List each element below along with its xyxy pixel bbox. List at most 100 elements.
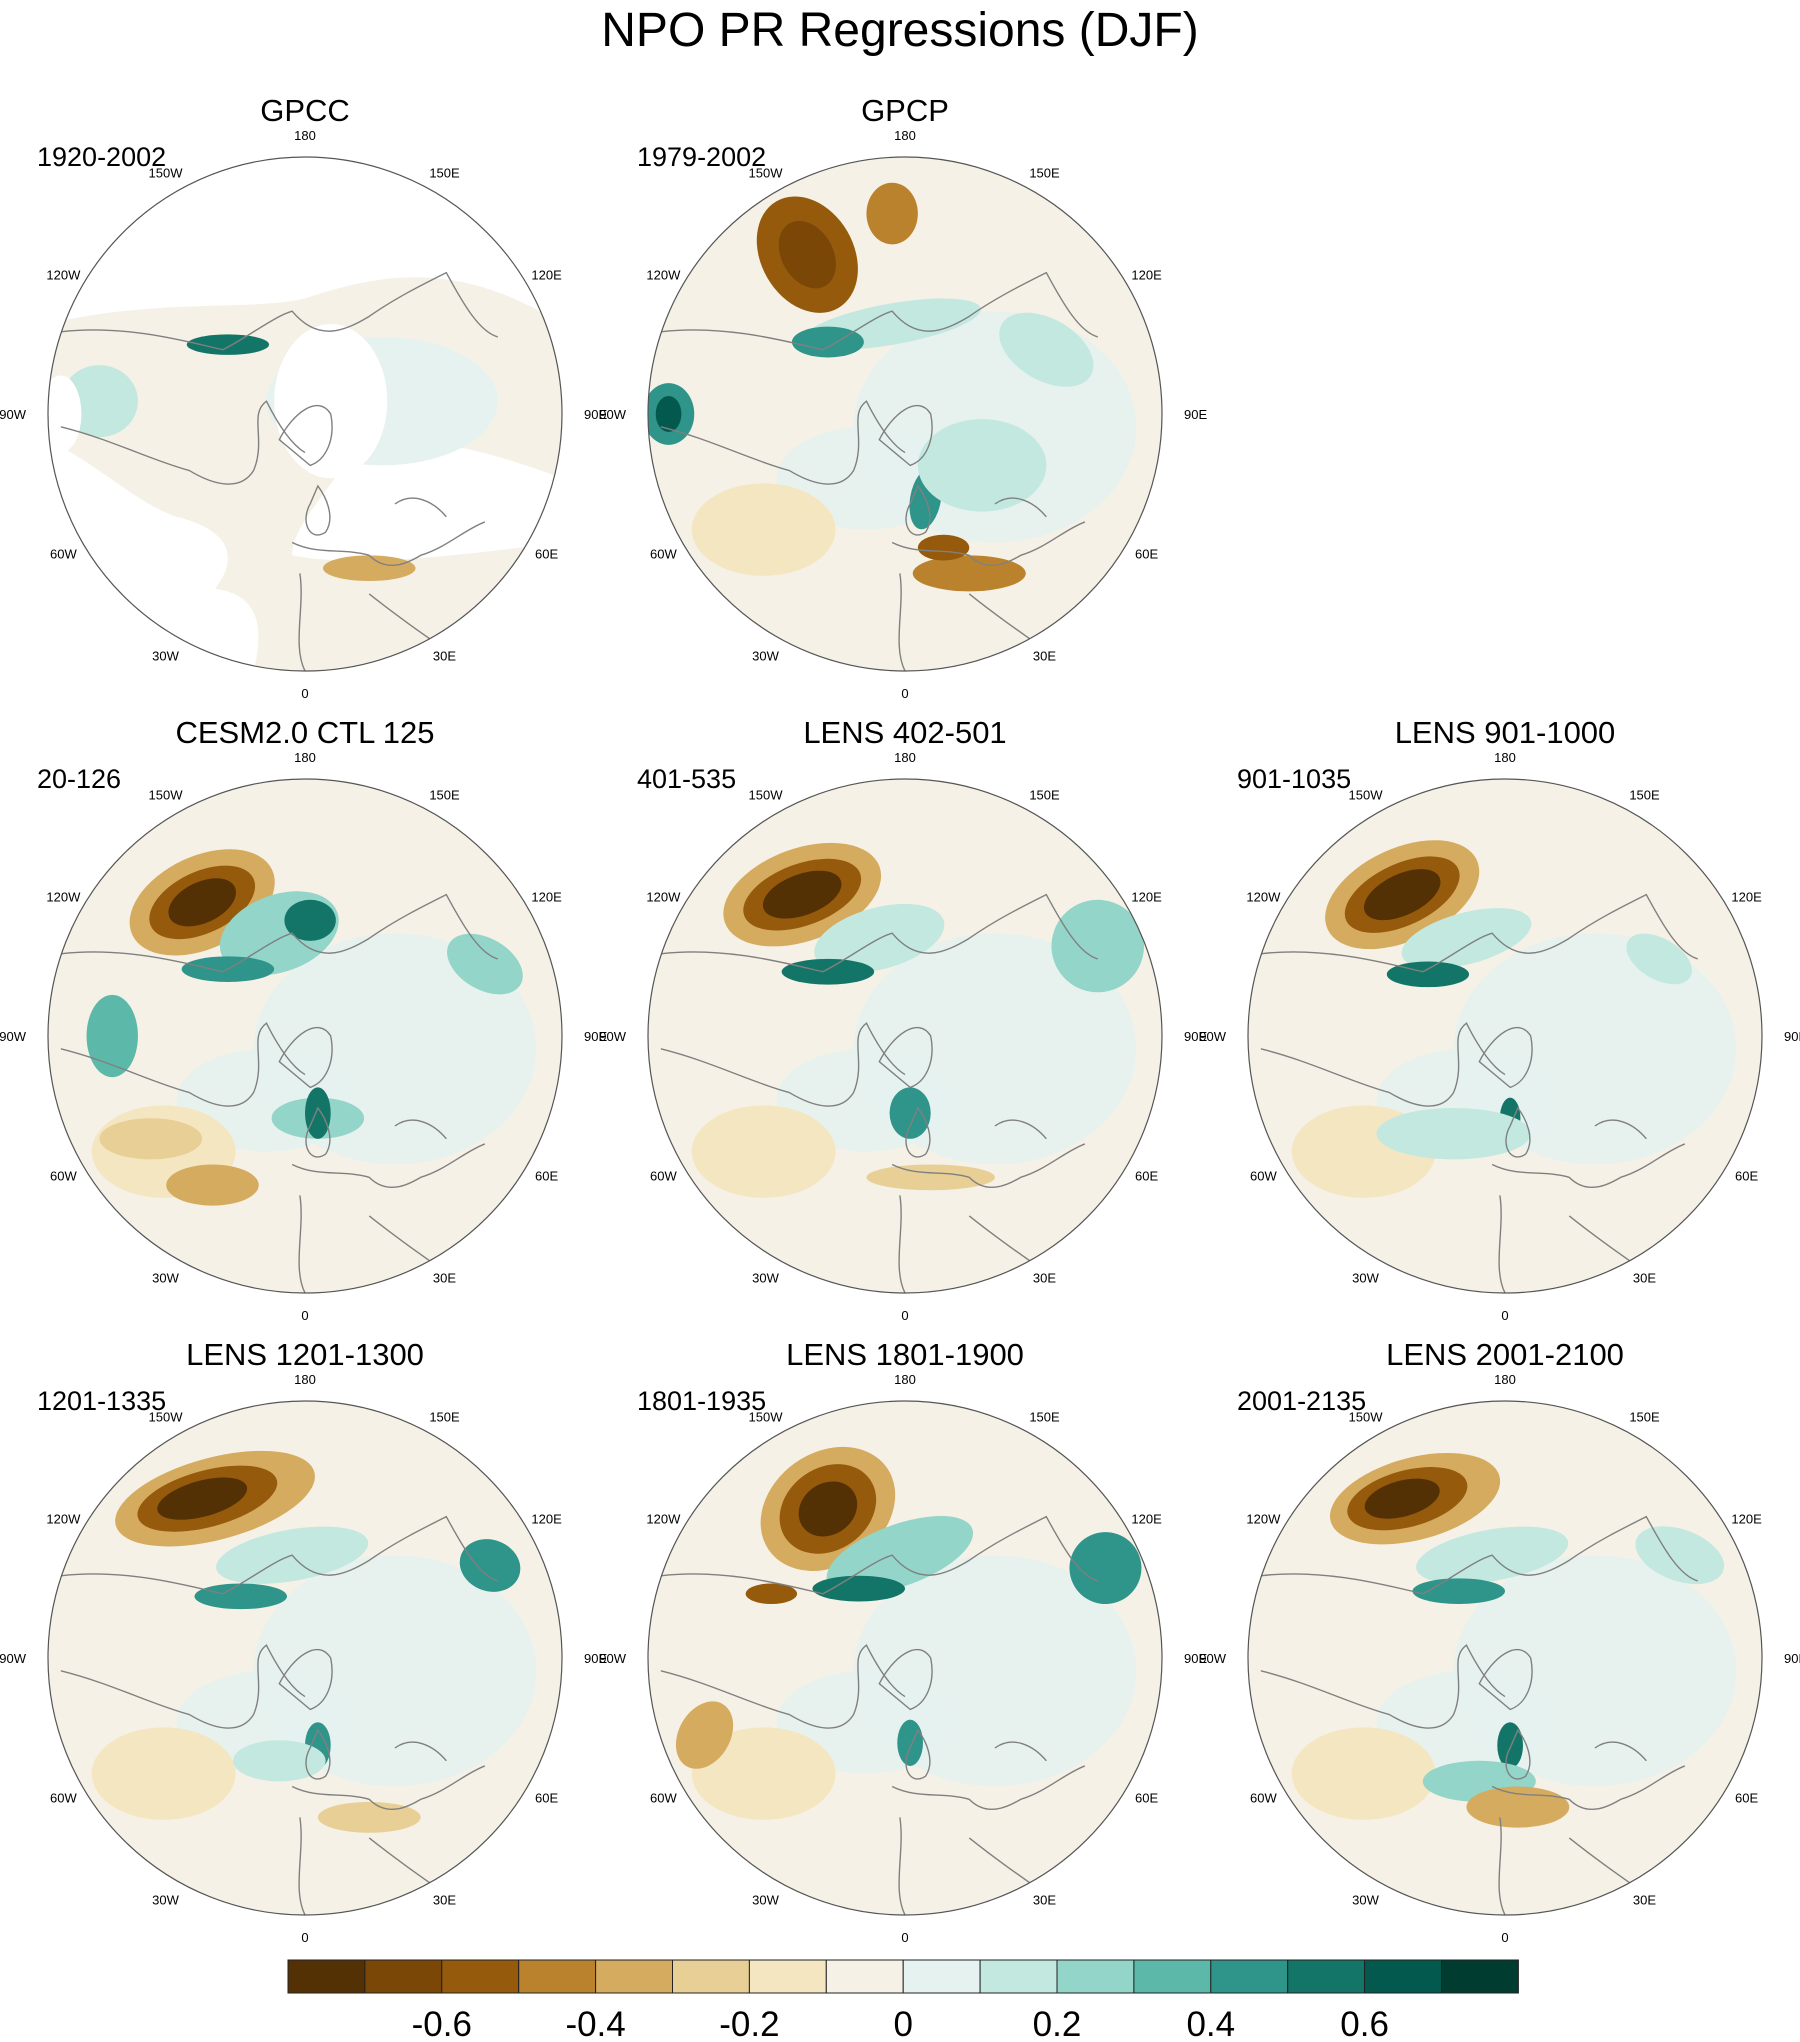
precip-field	[648, 157, 1162, 671]
longitude-label: 60E	[535, 547, 558, 562]
longitude-label: 30W	[1352, 1271, 1379, 1286]
longitude-label: 120E	[531, 268, 562, 283]
panel-title: LENS 402-501	[803, 715, 1006, 750]
longitude-label: 90W	[0, 1029, 27, 1044]
map-panel: LENS 402-501 401-535 180 150E 120E 90E 60E 30E 0…	[599, 715, 1207, 1323]
panel-title: LENS 1201-1300	[186, 1337, 424, 1372]
longitude-label: 120E	[1731, 890, 1762, 905]
colorbar-swatch	[441, 1959, 520, 1994]
longitude-label: 60E	[1135, 1169, 1158, 1184]
map-panel: GPCC 1920-2002 180 150E 120E 90E 60E 30E 0 30W 60W…	[0, 93, 607, 701]
map-panel: LENS 2001-2100 2001-2135 180 150E 120E 90E 60E…	[1199, 1337, 1800, 1945]
longitude-label: 180	[894, 750, 916, 765]
map-boundary	[1247, 1400, 1763, 1916]
longitude-label: 150W	[149, 1409, 184, 1424]
colorbar-swatch	[979, 1959, 1058, 1994]
longitude-label: 30W	[752, 649, 779, 664]
precip-field	[1248, 779, 1762, 1293]
longitude-label: 30W	[752, 1271, 779, 1286]
period-label: 901-1035	[1237, 764, 1351, 794]
longitude-label: 30E	[433, 1271, 456, 1286]
longitude-label: 120E	[531, 890, 562, 905]
colorbar-tick-label: -0.4	[565, 2005, 625, 2042]
longitude-label: 60E	[1735, 1169, 1758, 1184]
longitude-label: 60E	[535, 1169, 558, 1184]
longitude-label: 90E	[1184, 1029, 1207, 1044]
coastlines	[1260, 893, 1698, 1293]
longitude-label: 180	[1494, 750, 1516, 765]
colorbar-swatch	[287, 1959, 366, 1994]
colorbar-swatch	[1364, 1959, 1442, 1994]
colorbar-tick-label: -0.2	[719, 2005, 779, 2042]
colorbar-swatch	[825, 1959, 904, 1994]
longitude-label: 90W	[599, 1029, 626, 1044]
period-label: 1979-2002	[637, 142, 766, 172]
longitude-label: 120W	[646, 1512, 681, 1527]
precip-field	[48, 1401, 562, 1915]
longitude-label: 60E	[1135, 547, 1158, 562]
colorbar: -0.6 -0.4 -0.2 0 0.2 0.4 0.6	[287, 1959, 1519, 2042]
longitude-label: 120E	[531, 1512, 562, 1527]
colorbar-tick-label: -0.6	[412, 2005, 472, 2042]
longitude-label: 180	[294, 750, 316, 765]
figure-title: NPO PR Regressions (DJF)	[601, 4, 1199, 57]
period-label: 20-126	[37, 764, 121, 794]
longitude-label: 30W	[152, 1893, 179, 1908]
longitude-label: 30E	[433, 1893, 456, 1908]
period-label: 1920-2002	[37, 142, 166, 172]
longitude-label: 30E	[1033, 649, 1056, 664]
longitude-label: 60E	[535, 1791, 558, 1806]
longitude-label: 90W	[1199, 1651, 1226, 1666]
longitude-label: 90E	[1184, 1651, 1207, 1666]
longitude-label: 120W	[1246, 890, 1281, 905]
period-label: 1801-1935	[637, 1386, 766, 1416]
longitude-label: 150E	[1029, 165, 1060, 180]
longitude-label: 30W	[152, 649, 179, 664]
map-boundary	[647, 156, 1163, 672]
period-label: 2001-2135	[1237, 1386, 1366, 1416]
longitude-label: 90W	[1199, 1029, 1226, 1044]
map-boundary	[47, 156, 563, 672]
longitude-label: 60W	[1250, 1791, 1277, 1806]
map-boundary	[47, 1400, 563, 1916]
longitude-label: 0	[1501, 1308, 1508, 1323]
longitude-label: 90E	[1184, 407, 1207, 422]
longitude-label: 180	[894, 128, 916, 143]
longitude-label: 120E	[1731, 1512, 1762, 1527]
map-boundary	[647, 1400, 1163, 1916]
panel-title: LENS 2001-2100	[1386, 1337, 1624, 1372]
map-panel: LENS 1801-1900 1801-1935 180 150E 120E 90E 60E…	[599, 1337, 1207, 1945]
colorbar-swatch	[1133, 1959, 1212, 1994]
longitude-label: 30E	[1033, 1893, 1056, 1908]
coastlines	[660, 893, 1098, 1293]
map-panel: LENS 1201-1300 1201-1335 180 150E 120E 90E 60E…	[0, 1337, 607, 1945]
period-label: 1201-1335	[37, 1386, 166, 1416]
map-panel: LENS 901-1000 901-1035 180 150E 120E 90E 60E 30…	[1199, 715, 1800, 1323]
panel-title: GPCC	[260, 93, 350, 128]
colorbar-tick-label: 0.6	[1340, 2005, 1389, 2042]
colorbar-swatch	[364, 1959, 443, 1994]
longitude-label: 0	[901, 1930, 908, 1945]
precip-field	[648, 1401, 1162, 1915]
longitude-label: 150E	[429, 787, 460, 802]
panel-title: LENS 1801-1900	[786, 1337, 1024, 1372]
longitude-label: 30E	[1633, 1271, 1656, 1286]
longitude-label: 60E	[1135, 1791, 1158, 1806]
colorbar-swatch	[1210, 1959, 1289, 1994]
longitude-label: 0	[301, 1308, 308, 1323]
longitude-label: 150E	[1629, 787, 1660, 802]
longitude-label: 120W	[1246, 1512, 1281, 1527]
longitude-label: 180	[294, 128, 316, 143]
longitude-label: 0	[901, 686, 908, 701]
colorbar-tick-label: 0	[893, 2005, 912, 2042]
longitude-label: 90W	[0, 407, 27, 422]
precip-field	[48, 157, 562, 671]
longitude-label: 180	[1494, 1372, 1516, 1387]
longitude-label: 120W	[646, 890, 681, 905]
precip-field	[1248, 1401, 1762, 1915]
colorbar-swatch	[1441, 1959, 1519, 1994]
colorbar-swatch	[1056, 1959, 1135, 1994]
longitude-label: 150E	[1629, 1409, 1660, 1424]
longitude-label: 90E	[584, 1651, 607, 1666]
